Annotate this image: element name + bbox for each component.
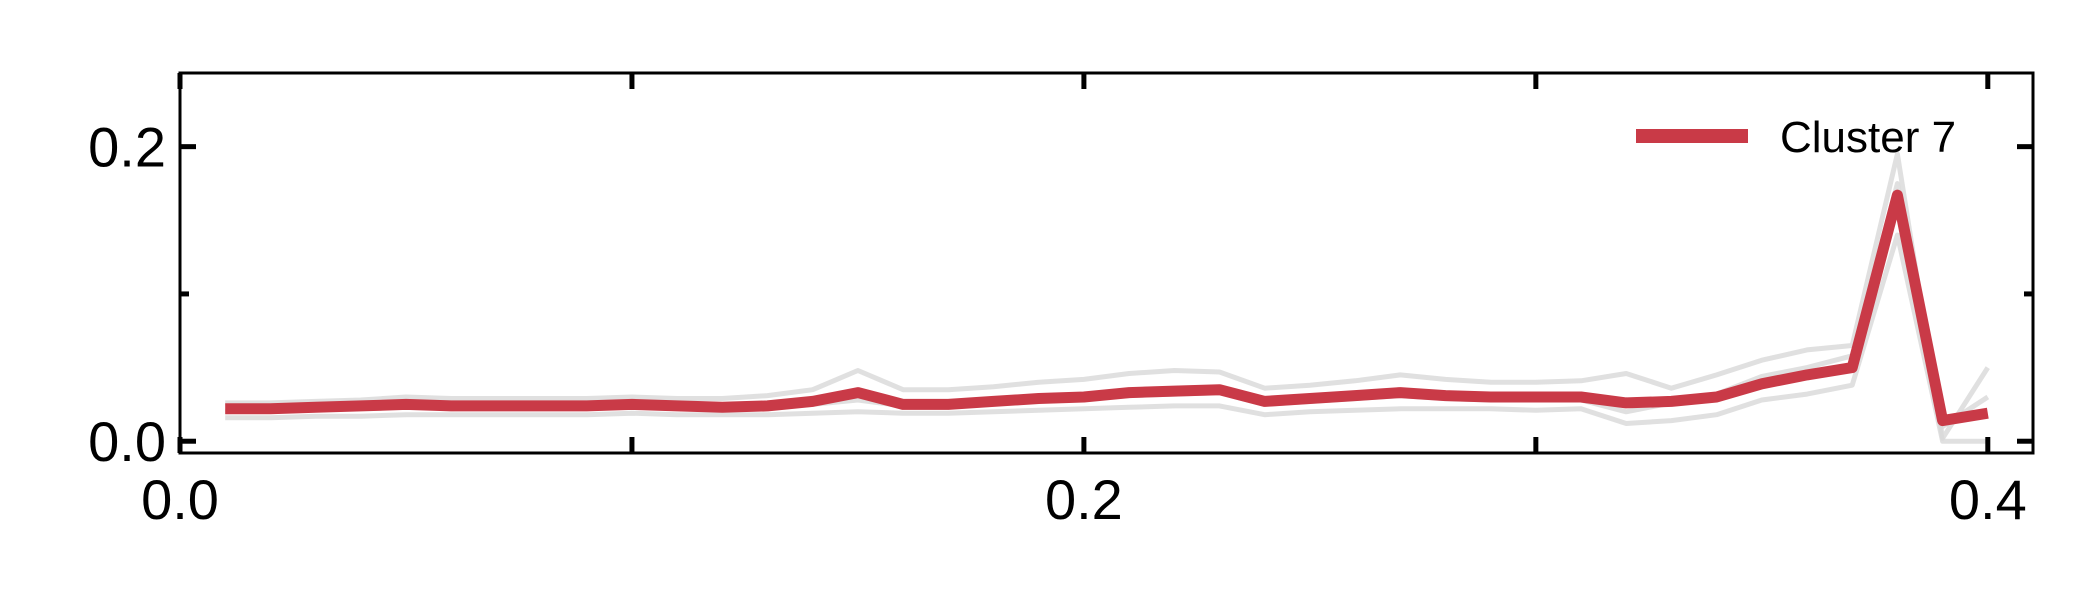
legend: Cluster 7 (1636, 113, 1956, 162)
y-tick-label-1: 0.2 (88, 116, 166, 179)
axes-layer (178, 71, 2035, 455)
x-tick-label-2: 0.4 (1949, 468, 2027, 531)
x-tick-label-0: 0.0 (141, 468, 219, 531)
series-layer (225, 151, 1990, 444)
series-line-cluster-7 (225, 189, 1989, 427)
y-tick-label-0: 0.0 (88, 410, 166, 473)
x-tick-label-1: 0.2 (1045, 468, 1123, 531)
background-series-line-1 (225, 151, 1990, 441)
legend-label-cluster-7: Cluster 7 (1780, 113, 1956, 162)
background-series-line-2 (225, 232, 1988, 444)
plot-frame (178, 71, 2035, 455)
ticks-layer: 0.0 0.2 0.4 0.0 0.2 (88, 73, 2033, 531)
